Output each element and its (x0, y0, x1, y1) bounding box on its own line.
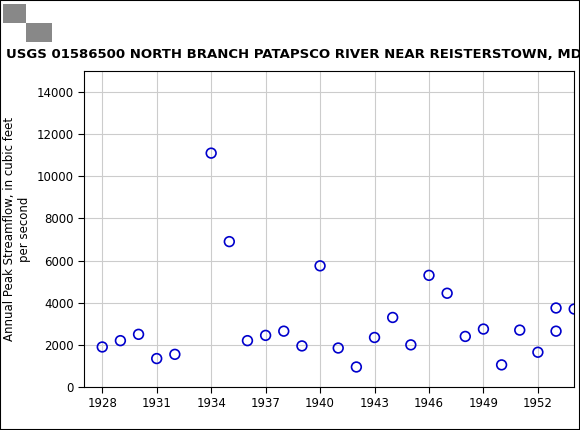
Point (243, 337, 252, 344)
Point (479, 326, 488, 332)
Point (298, 342, 307, 349)
Text: USGS: USGS (58, 14, 113, 31)
Point (515, 327, 524, 334)
Bar (3, 22, 26, 42)
Point (224, 238, 234, 245)
Text: USGS 01586500 NORTH BRANCH PATAPSCO RIVER NEAR REISTERSTOWN, MD: USGS 01586500 NORTH BRANCH PATAPSCO RIVE… (6, 48, 580, 61)
Point (206, 150, 216, 157)
Point (388, 314, 397, 321)
Point (134, 331, 143, 338)
Bar (3, 22, 52, 42)
Point (170, 351, 179, 358)
Point (279, 328, 288, 335)
Bar (3, 3, 52, 42)
Point (533, 349, 542, 356)
Point (443, 290, 452, 297)
Y-axis label: Annual Peak Streamflow, in cubic feet
per second: Annual Peak Streamflow, in cubic feet pe… (3, 117, 31, 341)
Point (152, 355, 161, 362)
Point (570, 306, 579, 313)
Point (497, 362, 506, 369)
Point (316, 262, 325, 269)
Point (406, 341, 415, 348)
Point (552, 328, 561, 335)
Point (334, 344, 343, 351)
Point (116, 337, 125, 344)
Point (370, 334, 379, 341)
Point (461, 333, 470, 340)
Point (261, 332, 270, 339)
Point (351, 363, 361, 370)
Point (425, 272, 434, 279)
Point (97, 344, 107, 350)
Bar (26, 3, 52, 22)
Point (552, 304, 561, 311)
Bar (3, 3, 26, 42)
